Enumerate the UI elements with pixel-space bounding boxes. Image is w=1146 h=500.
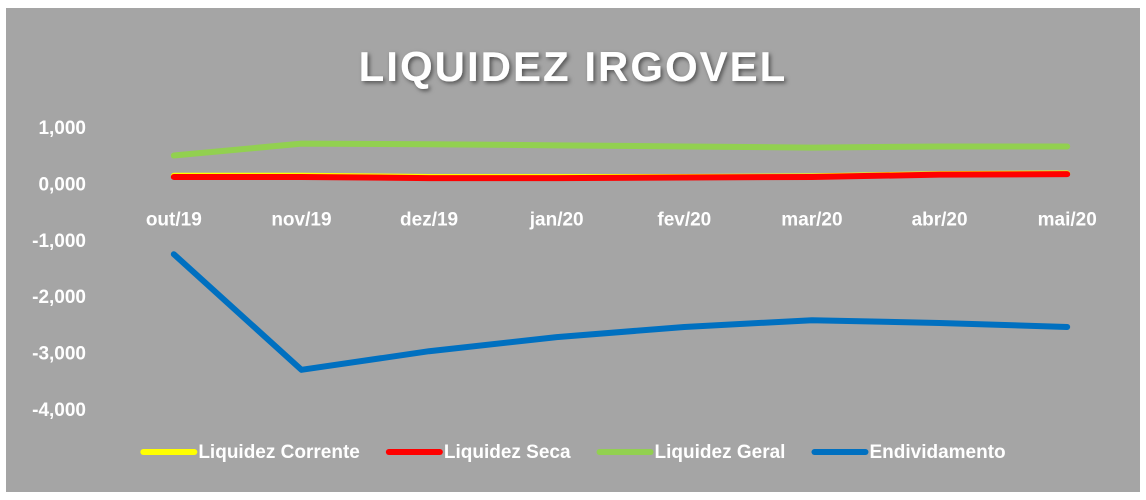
chart-background <box>6 8 1140 492</box>
chart-title: LIQUIDEZ IRGOVEL <box>359 43 788 90</box>
x-tick-label: nov/19 <box>271 209 331 230</box>
y-tick-label: -3,000 <box>32 344 86 365</box>
x-tick-label: mai/20 <box>1038 209 1097 230</box>
legend-label: Liquidez Seca <box>444 442 571 463</box>
x-tick-label: out/19 <box>146 209 202 230</box>
legend-label: Endividamento <box>869 442 1005 463</box>
x-tick-label: mar/20 <box>781 209 842 230</box>
x-tick-label: jan/20 <box>529 209 584 230</box>
x-tick-label: dez/19 <box>400 209 458 230</box>
x-tick-label: abr/20 <box>912 209 968 230</box>
series-line <box>170 251 1071 373</box>
y-tick-label: 0,000 <box>38 174 86 195</box>
y-tick-label: 1,000 <box>38 118 86 139</box>
series-line <box>170 140 1071 159</box>
series-line <box>170 171 1071 182</box>
legend-label: Liquidez Geral <box>655 442 786 463</box>
y-tick-label: -4,000 <box>32 400 86 421</box>
legend-label: Liquidez Corrente <box>198 442 360 463</box>
y-tick-label: -1,000 <box>32 231 86 252</box>
y-tick-label: -2,000 <box>32 287 86 308</box>
x-tick-label: fev/20 <box>657 209 711 230</box>
